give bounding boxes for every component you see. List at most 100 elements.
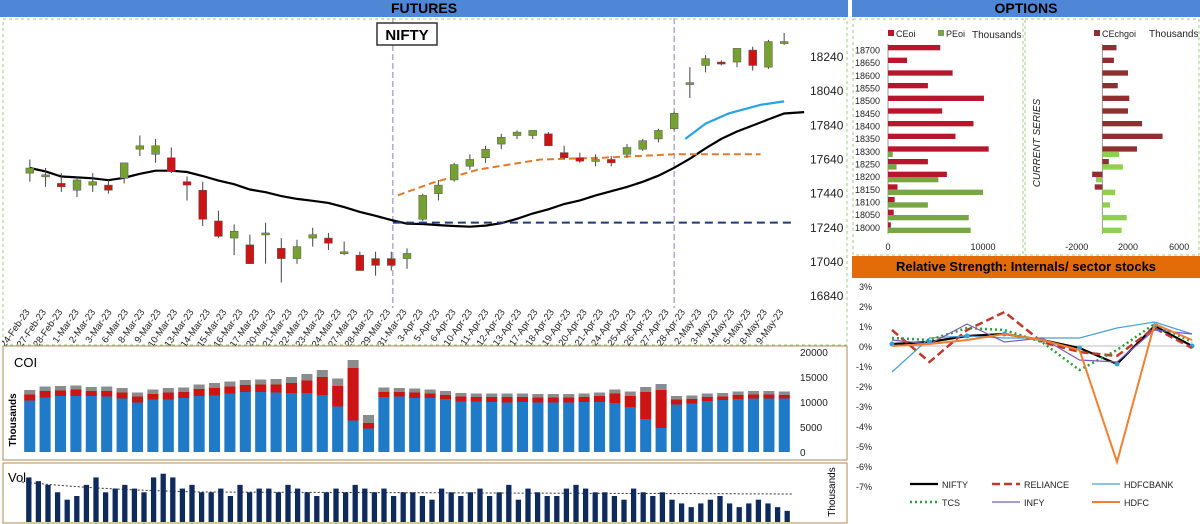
coi-bar	[470, 397, 482, 402]
coi-bar	[101, 391, 113, 397]
coi-bar	[640, 419, 652, 452]
strike-label: 18500	[855, 96, 880, 106]
volume-bar-chart: Vol Thousands	[2, 462, 848, 524]
coi-bar	[747, 394, 760, 399]
y-tick-label: 1%	[859, 322, 872, 332]
chart-title: Vol	[8, 470, 26, 485]
coi-bar	[763, 391, 775, 395]
coi-bar	[193, 389, 205, 396]
candle-body	[214, 220, 223, 237]
volume-bar	[774, 507, 781, 522]
coi-bar	[501, 397, 513, 403]
x-tick-label: 2000	[1118, 242, 1138, 252]
volume-bar	[314, 496, 320, 522]
coi-bar	[609, 393, 621, 403]
oi-bar	[1102, 202, 1111, 208]
oi-bar	[1092, 171, 1103, 177]
candle-body	[418, 195, 427, 220]
coi-bar	[162, 399, 174, 452]
legend-label: PEoi	[946, 29, 965, 39]
volume-bar	[544, 496, 550, 522]
coi-bar	[131, 402, 144, 452]
candle-body	[591, 159, 600, 162]
volume-bar	[486, 496, 493, 522]
candle-body	[41, 174, 50, 178]
strike-label: 18350	[855, 134, 880, 144]
y-tick-label: 2%	[859, 302, 872, 312]
coi-bar	[301, 393, 313, 452]
coi-bar	[101, 396, 113, 452]
x-tick-label: 0	[885, 242, 890, 252]
coi-bar	[547, 402, 559, 452]
candle-body	[544, 133, 553, 147]
legend-label: CEchgoi	[1102, 29, 1136, 39]
coi-bar	[378, 392, 390, 397]
volume-bar	[755, 499, 762, 522]
coi-bar	[516, 397, 529, 402]
oi-bar	[1102, 108, 1128, 114]
candle-body	[308, 234, 317, 239]
candle-body	[229, 230, 239, 239]
oi-bar	[888, 57, 907, 63]
candle-body	[607, 159, 616, 164]
coi-bar	[486, 402, 498, 452]
coi-bar	[116, 398, 128, 452]
x-tick-label: 10000	[970, 242, 995, 252]
candle-body	[72, 179, 82, 191]
volume-bar	[74, 496, 80, 522]
coi-bar	[54, 396, 67, 452]
oi-bar	[888, 95, 984, 101]
candle-body	[57, 183, 66, 188]
coi-bar	[686, 395, 698, 399]
oi-bar	[888, 222, 891, 228]
coi-bar	[39, 397, 51, 452]
y-tick-label: 5000	[800, 423, 823, 434]
candle-body	[481, 148, 490, 158]
strike-label: 18400	[855, 122, 880, 132]
coi-bar	[116, 388, 128, 393]
title-box	[376, 22, 438, 46]
coi-bar	[239, 392, 251, 452]
coi-bar	[85, 387, 97, 391]
volume-bar	[160, 473, 166, 522]
strike-label: 18450	[855, 109, 880, 119]
candle-body	[512, 131, 522, 136]
candle-body	[88, 181, 97, 186]
oi-bar	[1096, 176, 1103, 183]
coi-bar	[670, 399, 683, 405]
rs-series-line	[891, 324, 1193, 366]
volume-bar	[458, 496, 464, 522]
coi-bar	[347, 368, 359, 421]
chart-border	[852, 18, 1024, 256]
oi-bar	[888, 202, 928, 208]
candle-body	[261, 232, 270, 236]
coi-bar	[85, 391, 97, 396]
coi-bar	[178, 398, 190, 452]
volume-bar	[227, 496, 234, 522]
coi-bar	[424, 389, 436, 394]
coi-bar	[270, 392, 282, 452]
coi-bar	[701, 393, 713, 397]
coi-bar	[224, 381, 236, 387]
coi-bar	[578, 393, 590, 397]
coi-bar	[547, 394, 559, 398]
volume-average-line	[21, 481, 793, 495]
volume-bar	[381, 488, 387, 522]
volume-bar	[678, 503, 685, 522]
y-tick-label: 17640	[810, 152, 844, 166]
options-chgoi-chart: -2000 2000 6000 CEchgoi Thousands CURRENT SER…	[1024, 18, 1200, 256]
y-tick-label: 17440	[810, 187, 844, 201]
volume-bar	[390, 496, 397, 522]
volume-bar	[362, 488, 368, 522]
oi-bar	[1102, 133, 1163, 139]
coi-bar	[532, 402, 544, 452]
candle-body	[685, 82, 695, 85]
y-tick-label: -6%	[856, 462, 872, 472]
coi-bar	[70, 396, 82, 452]
strike-label: 18100	[855, 198, 880, 208]
rs-series-line	[891, 323, 1193, 363]
candle-body	[669, 113, 679, 129]
rs-series-line	[891, 322, 1193, 466]
coi-bar	[717, 393, 729, 397]
candle-body	[497, 136, 506, 145]
